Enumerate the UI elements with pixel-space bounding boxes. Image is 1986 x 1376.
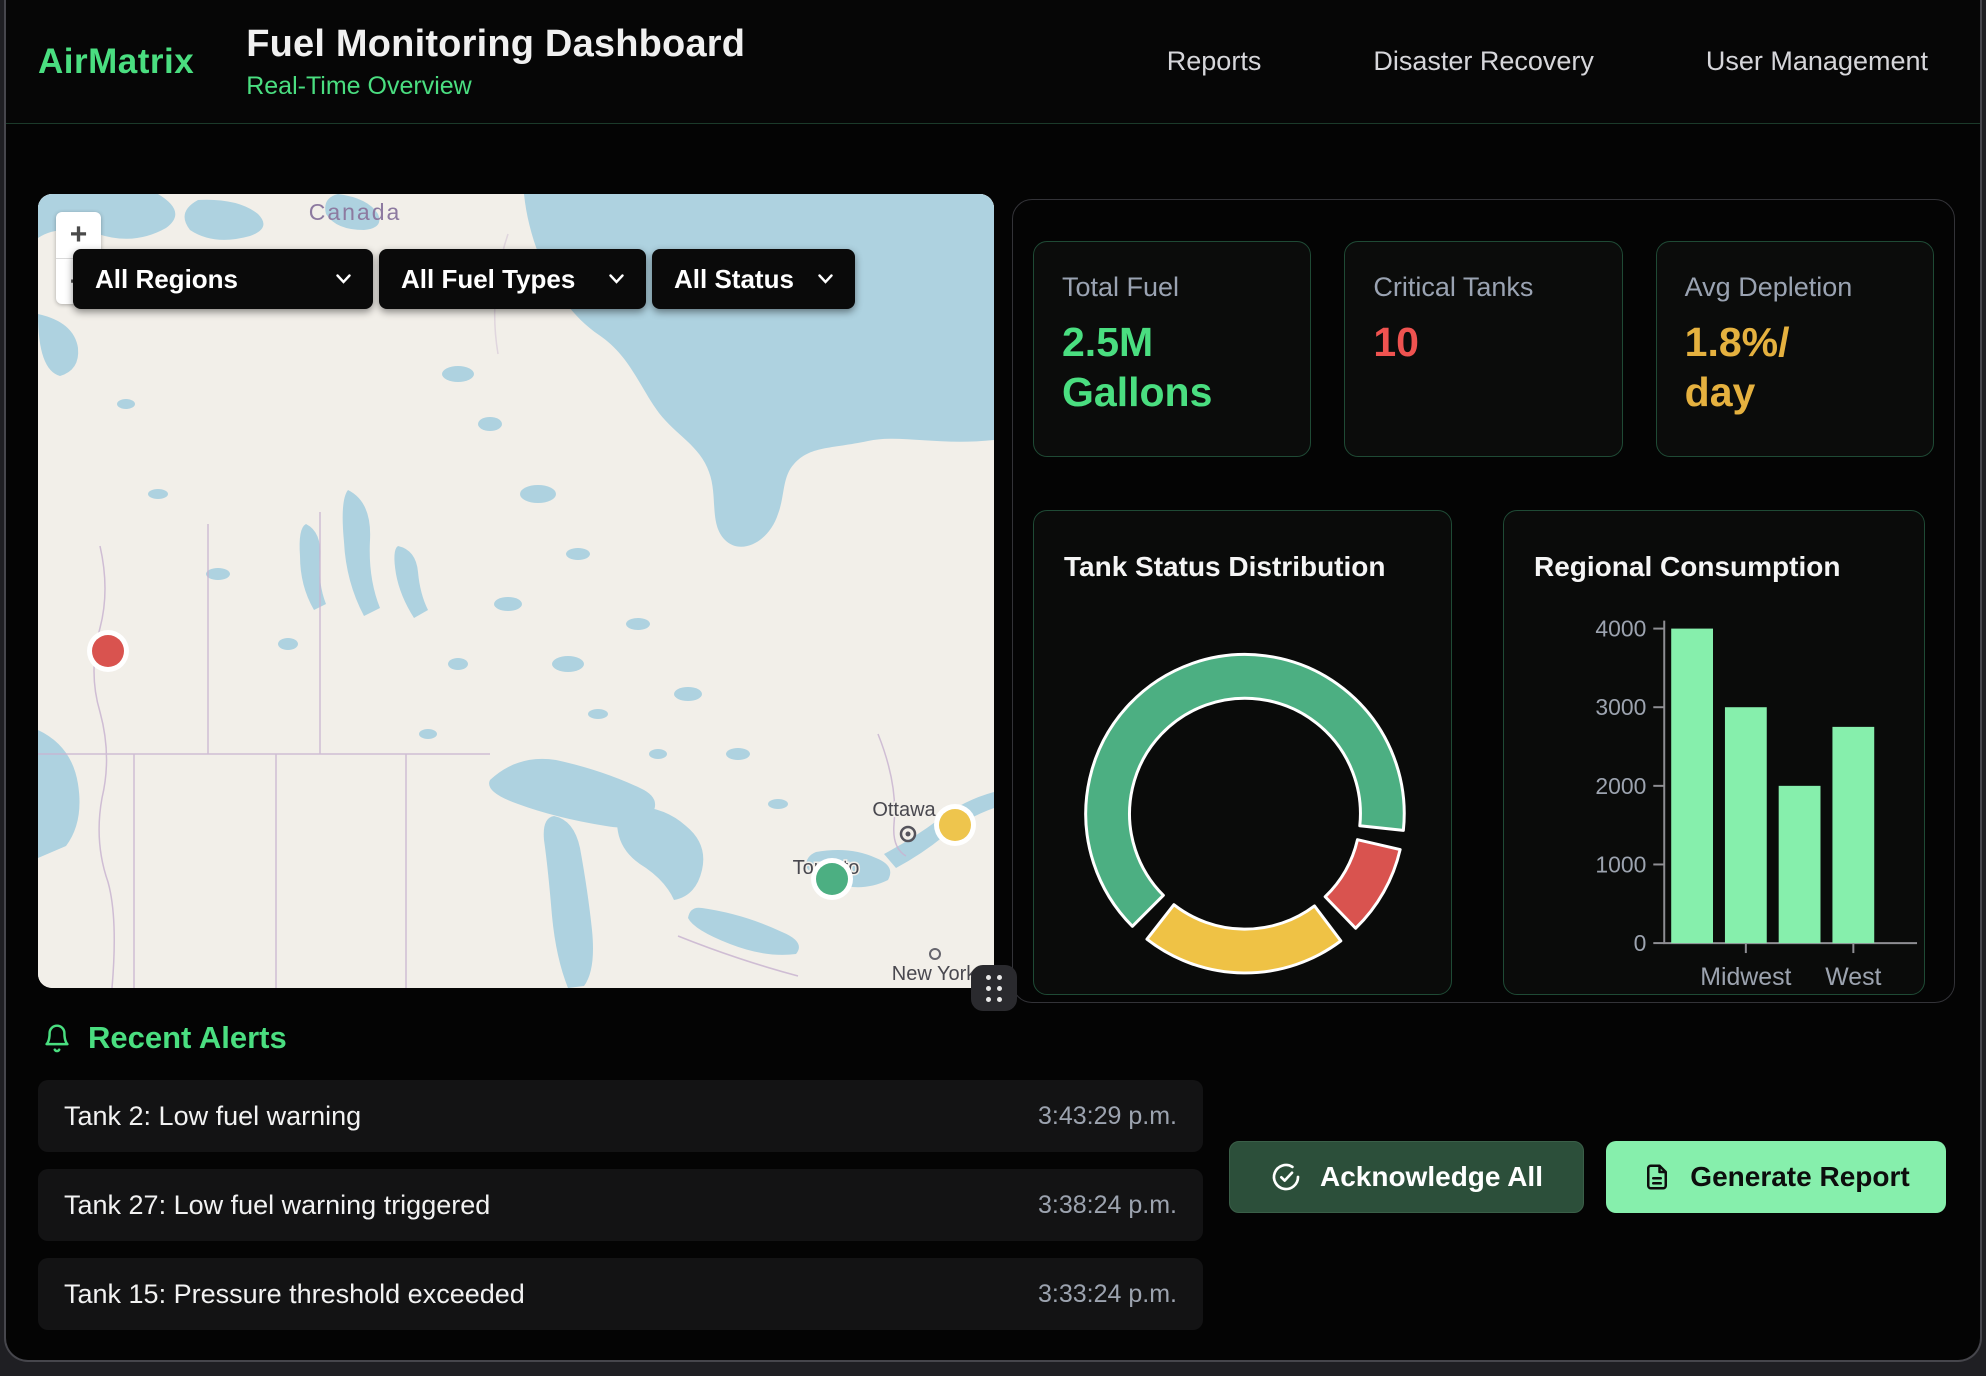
file-text-icon [1642, 1161, 1672, 1193]
regions-dropdown-value: All Regions [95, 264, 238, 295]
stat-label: Total Fuel [1062, 272, 1282, 303]
fuel-types-dropdown[interactable]: All Fuel Types [379, 249, 646, 309]
map-filter-bar: All Regions All Fuel Types All Status [73, 249, 855, 309]
alert-row[interactable]: Tank 2: Low fuel warning 3:43:29 p.m. [38, 1080, 1203, 1152]
status-dropdown-value: All Status [674, 264, 794, 295]
fuel-types-dropdown-value: All Fuel Types [401, 264, 575, 295]
stat-value: 10 [1373, 317, 1593, 367]
chevron-down-icon [609, 274, 624, 284]
tank-status-chart-panel: Tank Status Distribution [1033, 510, 1452, 995]
map-marker-warning[interactable] [939, 809, 971, 841]
header: AirMatrix Fuel Monitoring Dashboard Real… [6, 0, 1980, 124]
y-tick-label: 2000 [1595, 773, 1646, 799]
dashboard-app: AirMatrix Fuel Monitoring Dashboard Real… [4, 0, 1982, 1362]
map-canvas[interactable]: CanadaOttawaTorontoNew York [38, 194, 994, 988]
alert-list: Tank 2: Low fuel warning 3:43:29 p.m. Ta… [38, 1080, 1203, 1330]
generate-report-button[interactable]: Generate Report [1606, 1141, 1946, 1213]
map-marker-normal[interactable] [816, 863, 848, 895]
bell-icon [42, 1022, 72, 1054]
alerts-title: Recent Alerts [88, 1020, 287, 1056]
alert-text: Tank 27: Low fuel warning triggered [64, 1190, 490, 1221]
alert-text: Tank 15: Pressure threshold exceeded [64, 1279, 525, 1310]
generate-report-label: Generate Report [1690, 1161, 1909, 1193]
page-title: Fuel Monitoring Dashboard [246, 23, 745, 66]
stat-card-avg-depletion: Avg Depletion 1.8%/day [1656, 241, 1934, 457]
map-panel: CanadaOttawaTorontoNew York + − All Regi… [38, 194, 994, 988]
alert-time: 3:43:29 p.m. [1038, 1102, 1177, 1131]
nav-user-management[interactable]: User Management [1706, 46, 1928, 77]
alert-text: Tank 2: Low fuel warning [64, 1101, 361, 1132]
bar-1 [1725, 707, 1767, 943]
chevron-down-icon [336, 274, 351, 284]
bar-2 [1779, 786, 1821, 943]
acknowledge-all-label: Acknowledge All [1320, 1161, 1543, 1193]
stat-cards-row: Total Fuel 2.5MGallons Critical Tanks 10… [1033, 241, 1934, 457]
y-tick-label: 3000 [1595, 694, 1646, 720]
y-tick-label: 1000 [1595, 851, 1646, 877]
alert-time: 3:38:24 p.m. [1038, 1191, 1177, 1220]
map-label: New York [892, 963, 977, 985]
status-dropdown[interactable]: All Status [652, 249, 855, 309]
x-tick-label: Midwest [1700, 963, 1791, 991]
alert-time: 3:33:24 p.m. [1038, 1280, 1177, 1309]
acknowledge-all-button[interactable]: Acknowledge All [1229, 1141, 1584, 1213]
bar-chart: 0 1000 2000 3000 4000 Midwest West [1504, 511, 1924, 994]
recent-alerts-section: Recent Alerts Tank 2: Low fuel warning 3… [38, 1016, 1956, 1346]
x-tick-label: West [1825, 963, 1881, 991]
donut-chart [1034, 511, 1451, 994]
y-tick-label: 0 [1634, 930, 1647, 956]
stat-value: 2.5MGallons [1062, 317, 1282, 417]
stat-card-total-fuel: Total Fuel 2.5MGallons [1033, 241, 1311, 457]
y-tick-label: 4000 [1595, 616, 1646, 642]
metrics-panel: Total Fuel 2.5MGallons Critical Tanks 10… [1012, 199, 1955, 1003]
title-block: Fuel Monitoring Dashboard Real-Time Over… [246, 23, 745, 101]
resize-drag-handle[interactable] [971, 965, 1017, 1011]
stat-label: Critical Tanks [1373, 272, 1593, 303]
map-label: Canada [309, 199, 402, 225]
map-label: Ottawa [872, 799, 936, 821]
stat-value: 1.8%/day [1685, 317, 1905, 417]
check-circle-icon [1270, 1161, 1302, 1193]
nav-reports[interactable]: Reports [1167, 46, 1262, 77]
chevron-down-icon [818, 274, 833, 284]
alert-row[interactable]: Tank 27: Low fuel warning triggered 3:38… [38, 1169, 1203, 1241]
donut-segment-yellow [1147, 905, 1341, 973]
regional-consumption-chart-panel: Regional Consumption 01000200030004000Mi… [1503, 510, 1925, 995]
stat-card-critical-tanks: Critical Tanks 10 [1344, 241, 1622, 457]
nav-disaster-recovery[interactable]: Disaster Recovery [1373, 46, 1594, 77]
alert-actions: Acknowledge All Generate Report [1229, 1141, 1946, 1213]
main-nav: Reports Disaster Recovery User Managemen… [1167, 46, 1928, 77]
stat-label: Avg Depletion [1685, 272, 1905, 303]
regions-dropdown[interactable]: All Regions [73, 249, 373, 309]
map-marker-critical[interactable] [92, 635, 124, 667]
donut-segment-red [1325, 840, 1400, 929]
alerts-header: Recent Alerts [42, 1020, 287, 1056]
brand-logo: AirMatrix [38, 42, 194, 82]
bar-3 [1832, 727, 1874, 943]
alert-row[interactable]: Tank 15: Pressure threshold exceeded 3:3… [38, 1258, 1203, 1330]
bar-0 [1671, 629, 1713, 944]
page-subtitle: Real-Time Overview [246, 72, 745, 101]
